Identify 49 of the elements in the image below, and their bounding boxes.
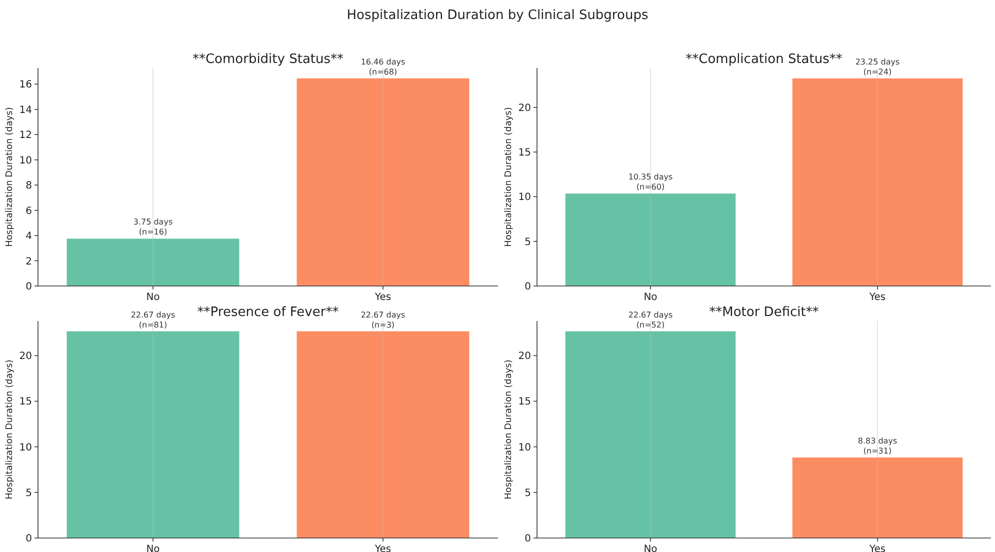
data-label: 22.67 days (n=3) <box>360 310 406 330</box>
y-tick-label: 10 <box>518 442 531 454</box>
y-tick-label: 8 <box>26 180 32 192</box>
y-tick-label: 0 <box>524 534 531 544</box>
y-tick-label: 15 <box>19 396 32 408</box>
data-label: 23.25 days (n=24) <box>855 57 900 76</box>
y-tick-label: 0 <box>26 282 32 292</box>
chart-title: **Motor Deficit** <box>709 305 820 320</box>
data-label: 16.46 days (n=68) <box>360 57 406 76</box>
y-tick-label: 10 <box>19 155 32 166</box>
data-label: 22.67 days (n=52) <box>628 310 673 330</box>
y-tick-label: 10 <box>19 442 32 454</box>
y-tick-label: 14 <box>19 104 32 116</box>
data-label: 3.75 days (n=16) <box>133 218 173 237</box>
x-tick-label: No <box>146 544 160 552</box>
chart-title: **Presence of Fever** <box>197 305 340 320</box>
y-axis-title: Hospitalization Duration (days) <box>504 107 514 247</box>
x-tick-label: No <box>146 292 160 303</box>
x-tick-label: Yes <box>374 544 392 552</box>
y-tick-label: 6 <box>26 206 32 217</box>
text: Hospitalization Duration by Clinical Subgroups <box>346 8 648 23</box>
y-tick-label: 15 <box>518 148 531 159</box>
x-tick-label: Yes <box>374 292 392 303</box>
x-tick-label: No <box>644 544 658 552</box>
y-axis-title: Hospitalization Duration (days) <box>5 107 15 247</box>
x-tick-label: No <box>644 292 658 303</box>
y-axis-title: Hospitalization Duration (days) <box>504 360 514 500</box>
x-tick-label: Yes <box>868 544 886 552</box>
chart-title: **Comorbidity Status** <box>192 52 344 67</box>
y-tick-label: 5 <box>524 488 531 499</box>
y-tick-label: 15 <box>518 396 531 408</box>
y-tick-label: 16 <box>19 80 32 91</box>
y-tick-label: 0 <box>524 282 531 292</box>
y-tick-label: 2 <box>26 256 32 268</box>
data-label: 8.83 days (n=31) <box>858 436 898 456</box>
y-tick-label: 10 <box>518 192 531 204</box>
y-tick-label: 12 <box>19 130 32 142</box>
y-tick-label: 5 <box>524 236 531 248</box>
y-axis-title: Hospitalization Duration (days) <box>5 360 15 500</box>
y-tick-label: 20 <box>19 351 32 362</box>
y-tick-label: 0 <box>26 534 32 544</box>
y-tick-label: 20 <box>518 102 531 114</box>
y-tick-label: 20 <box>518 351 531 362</box>
chart-title: **Complication Status** <box>686 52 843 67</box>
data-label: 10.35 days (n=60) <box>628 172 673 192</box>
data-label: 22.67 days (n=81) <box>130 310 176 330</box>
y-tick-label: 5 <box>26 488 32 499</box>
y-tick-label: 4 <box>26 231 32 242</box>
x-tick-label: Yes <box>868 292 886 303</box>
